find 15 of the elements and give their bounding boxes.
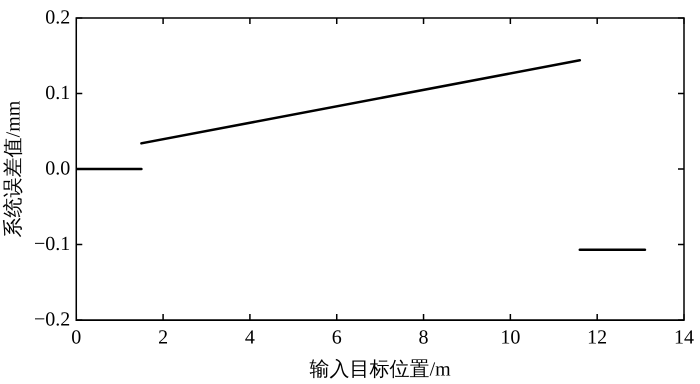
y-axis-title: 系统误差值/mm bbox=[2, 100, 24, 238]
x-tick-label: 4 bbox=[244, 326, 255, 348]
x-tick-label: 8 bbox=[418, 326, 429, 348]
x-tick-label: 14 bbox=[674, 326, 694, 348]
x-tick-label: 10 bbox=[500, 326, 520, 348]
x-axis-title: 输入目标位置/m bbox=[310, 358, 452, 380]
y-tick-label: 0.0 bbox=[45, 157, 70, 180]
x-tick-label: 6 bbox=[332, 326, 342, 348]
y-tick-label: −0.2 bbox=[34, 308, 70, 330]
y-tick-label: −0.1 bbox=[34, 232, 70, 255]
y-tick-label: 0.2 bbox=[45, 6, 70, 28]
y-tick-label: 0.1 bbox=[45, 82, 70, 104]
x-tick-label: 0 bbox=[71, 326, 82, 348]
x-tick-label: 2 bbox=[158, 326, 168, 348]
x-tick-label: 12 bbox=[587, 326, 608, 348]
